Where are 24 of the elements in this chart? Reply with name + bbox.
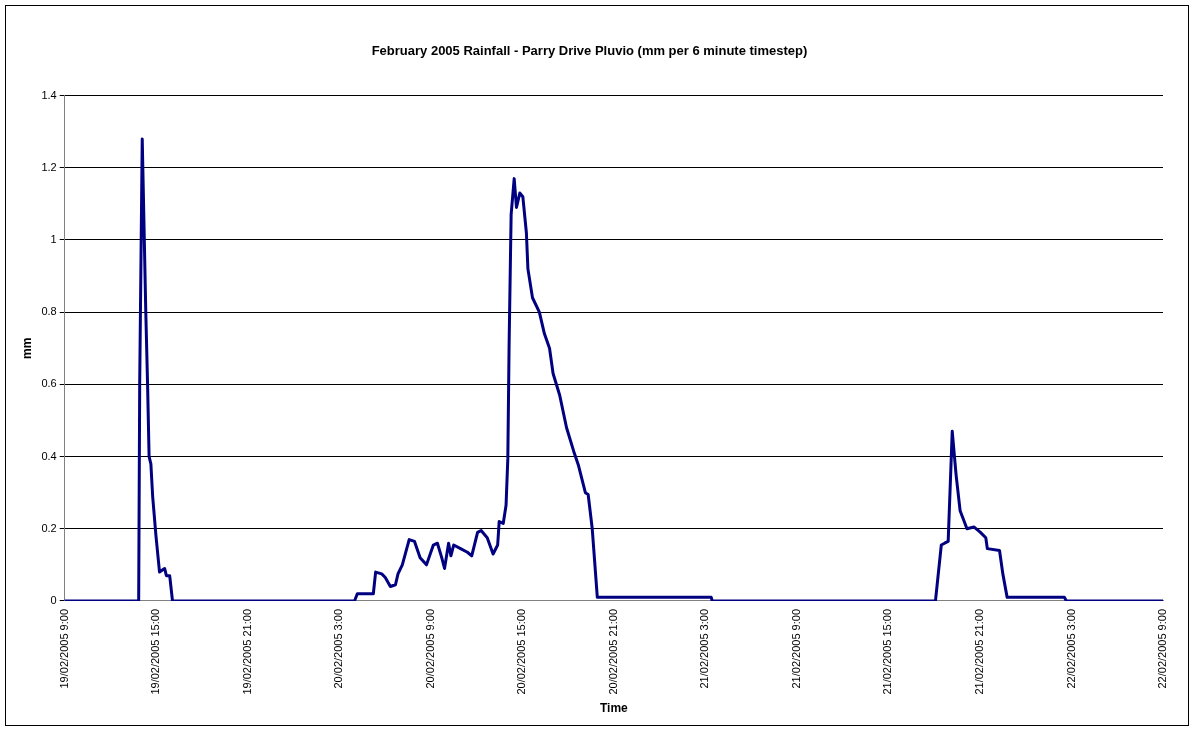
x-tick-label: 21/02/2005 9:00 (789, 608, 802, 689)
x-tick-label: 20/02/2005 3:00 (332, 608, 345, 689)
chart-title: February 2005 Rainfall - Parry Drive Pluvio (mm per 6 minute timestep) (371, 43, 808, 59)
y-tick-label: 0.2 (41, 521, 57, 534)
x-tick-label: 19/02/2005 9:00 (57, 608, 70, 689)
y-tick-label: 0.8 (41, 305, 57, 318)
x-tick-label: 20/02/2005 21:00 (606, 608, 619, 695)
y-tick-label: 0.6 (41, 377, 57, 390)
x-tick-label: 21/02/2005 21:00 (972, 608, 985, 695)
x-tick-label: 21/02/2005 3:00 (698, 608, 711, 689)
x-tick-label: 20/02/2005 15:00 (515, 608, 528, 695)
y-axis-title: mm (19, 337, 34, 359)
x-axis-title: Time (599, 701, 629, 716)
y-tick-label: 1.4 (41, 88, 57, 101)
y-tick-label: 0 (50, 593, 57, 606)
x-tick-label: 22/02/2005 3:00 (1064, 608, 1077, 689)
x-tick-label: 20/02/2005 9:00 (423, 608, 436, 689)
x-tick-label: 19/02/2005 21:00 (240, 608, 253, 695)
y-tick-label: 0.4 (41, 449, 57, 462)
x-tick-label: 21/02/2005 15:00 (881, 608, 894, 695)
x-tick-label: 19/02/2005 15:00 (149, 608, 162, 695)
y-tick-label: 1 (50, 233, 57, 246)
y-tick-label: 1.2 (41, 160, 57, 173)
x-tick-label: 22/02/2005 9:00 (1156, 608, 1169, 689)
